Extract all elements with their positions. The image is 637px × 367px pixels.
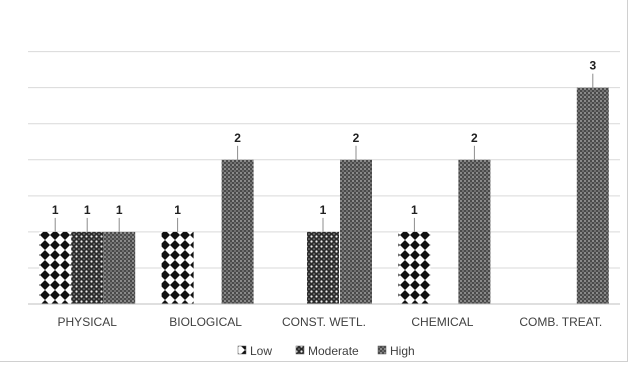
legend-swatch-moderate (295, 345, 305, 355)
legend-label-high: High (390, 344, 415, 358)
data-label: 1 (174, 203, 181, 217)
bar-high-1 (221, 159, 254, 304)
legend-swatch-low (237, 345, 247, 355)
x-tick-label: BIOLOGICAL (169, 315, 242, 329)
bar-high-3 (458, 159, 491, 304)
data-label: 1 (116, 203, 123, 217)
bar-low-0 (39, 231, 72, 304)
bars (39, 87, 609, 305)
x-tick-label: COMB. TREAT. (519, 315, 602, 329)
data-label: 2 (353, 131, 360, 145)
x-tick-label: PHYSICAL (58, 315, 118, 329)
legend-swatch-high (377, 345, 387, 355)
bar-moderate-2 (307, 231, 339, 304)
data-label: 2 (234, 131, 241, 145)
data-label: 1 (52, 203, 59, 217)
bar-high-0 (103, 231, 136, 304)
data-label: 3 (589, 59, 596, 73)
chart-frame: 1 1 1 1 2 1 2 1 2 3 PHYSICAL BIOLOGICAL CONST. WETL… (0, 0, 628, 362)
legend-label-moderate: Moderate (308, 344, 359, 358)
bar-moderate-0 (71, 231, 104, 304)
x-tick-label: CONST. WETL. (282, 315, 366, 329)
data-label: 1 (320, 203, 327, 217)
data-label: 2 (471, 131, 478, 145)
data-labels: 1 1 1 1 2 1 2 1 2 3 (52, 59, 596, 232)
bar-low-3 (398, 231, 431, 304)
legend: Low Moderate High (237, 344, 415, 358)
bar-low-1 (161, 231, 194, 304)
bar-high-2 (340, 159, 372, 304)
x-tick-label: CHEMICAL (411, 315, 473, 329)
legend-label-low: Low (250, 344, 272, 358)
x-axis: PHYSICAL BIOLOGICAL CONST. WETL. CHEMICAL CO… (28, 303, 620, 329)
data-label: 1 (84, 203, 91, 217)
bar-high-4 (576, 87, 609, 305)
data-label: 1 (411, 203, 418, 217)
